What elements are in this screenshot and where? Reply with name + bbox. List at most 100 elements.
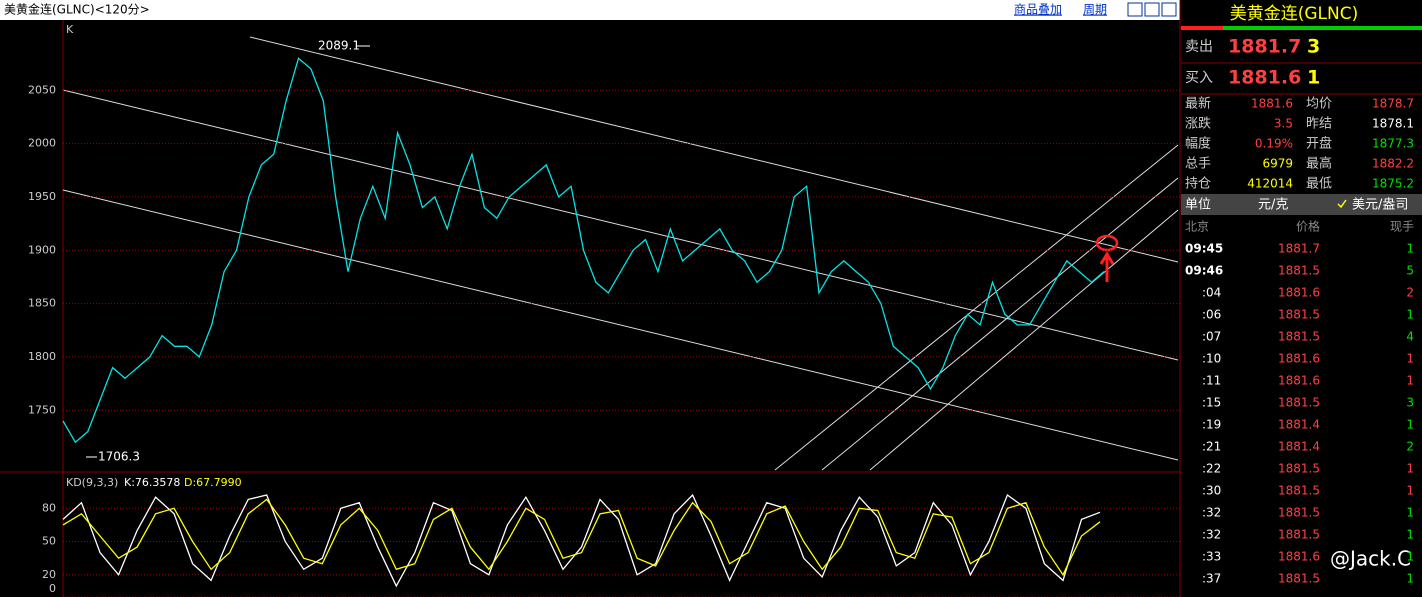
column-header: 北京	[1185, 220, 1209, 234]
y-tick-label: 1850	[28, 297, 56, 310]
tick-qty: 5	[1406, 264, 1414, 278]
alt-unit[interactable]: 美元/盎司	[1352, 198, 1408, 213]
stat-value: 6979	[1262, 157, 1293, 171]
tick-qty: 4	[1406, 330, 1414, 344]
tick-price: 1881.4	[1278, 418, 1320, 432]
stat-value: 1875.2	[1372, 177, 1414, 191]
stat-value: 412014	[1247, 177, 1293, 191]
tick-qty: 1	[1406, 528, 1414, 542]
tick-time: :10	[1202, 352, 1221, 366]
tick-time: :22	[1202, 462, 1221, 476]
max-label: 2089.1	[318, 39, 360, 53]
tick-price: 1881.5	[1278, 462, 1320, 476]
y-tick-label: 1800	[28, 350, 56, 363]
nav-button[interactable]	[1144, 2, 1160, 17]
stat-label: 昨结	[1306, 117, 1332, 132]
window-title: 美黄金连(GLNC)<120分>	[4, 2, 150, 17]
bar	[1223, 26, 1422, 30]
y-tick-label: 80	[42, 501, 56, 514]
stat-value: 3.5	[1274, 117, 1293, 131]
legend-entry: D:67.7990	[184, 476, 242, 489]
tick-qty: 1	[1406, 352, 1414, 366]
stat-label: 最高	[1306, 156, 1332, 172]
tick-price: 1881.5	[1278, 528, 1320, 542]
stat-label: 总手	[1185, 157, 1211, 172]
tick-time: :19	[1202, 418, 1221, 432]
stat-label: 最低	[1306, 177, 1332, 192]
tick-price: 1881.6	[1278, 374, 1320, 388]
legend-entry: K:76.3578	[124, 476, 180, 489]
tick-time: 09:45	[1185, 242, 1223, 256]
tick-price: 1881.5	[1278, 484, 1320, 498]
tick-price: 1881.5	[1278, 264, 1320, 278]
tick-price: 1881.5	[1278, 330, 1320, 344]
tick-qty: 1	[1406, 572, 1414, 586]
period-button[interactable]: 周期	[1083, 3, 1107, 17]
tick-price: 1881.6	[1278, 286, 1320, 300]
tick-time: :33	[1202, 550, 1221, 564]
tick-price: 1881.7	[1278, 242, 1320, 256]
tick-qty: 1	[1406, 308, 1414, 322]
unit-bar	[1181, 194, 1422, 215]
stat-label: 涨跌	[1185, 116, 1211, 132]
y-tick-label: 0	[49, 582, 56, 595]
column-header: 价格	[1296, 219, 1320, 234]
y-tick-label: 50	[42, 535, 56, 548]
watermark: @Jack.C	[1330, 547, 1411, 571]
tick-qty: 1	[1406, 374, 1414, 388]
stat-label: 持仓	[1185, 177, 1211, 192]
tick-time: :07	[1202, 330, 1221, 344]
tick-qty: 1	[1406, 506, 1414, 520]
trend-lines	[62, 36, 1179, 471]
tick-price: 1881.5	[1278, 396, 1320, 410]
tick-price: 1881.6	[1278, 352, 1320, 366]
quote-name: 美黄金连(GLNC)	[1230, 4, 1359, 24]
nav-button[interactable]	[1127, 2, 1143, 17]
sell-price: 1881.7	[1228, 36, 1301, 58]
stat-value: 1878.1	[1372, 117, 1414, 131]
tick-time: :04	[1202, 286, 1221, 300]
y-tick-label: 20	[42, 568, 56, 581]
quote-header	[1181, 0, 1422, 26]
y-tick-label: 2050	[28, 83, 56, 96]
tick-price: 1881.5	[1278, 506, 1320, 520]
series-line	[62, 57, 1105, 444]
y-tick-label: 2000	[28, 137, 56, 150]
tick-time: :11	[1202, 374, 1221, 388]
unit-label: 单位	[1185, 198, 1211, 213]
column-header: 现手	[1390, 220, 1414, 234]
y-tick-label: 1900	[28, 243, 56, 256]
sell-qty: 3	[1307, 36, 1320, 58]
tick-qty: 1	[1406, 484, 1414, 498]
stat-value: 1882.2	[1372, 157, 1414, 171]
tick-time: :30	[1202, 484, 1221, 498]
tick-qty: 1	[1406, 418, 1414, 432]
nav-button[interactable]	[1161, 2, 1177, 17]
tick-price: 1881.4	[1278, 440, 1320, 454]
tick-price: 1881.6	[1278, 550, 1320, 564]
unit: 元/克	[1258, 198, 1288, 213]
chart-title: KD(9,3,3)	[66, 476, 118, 489]
stat-value: 1881.6	[1251, 97, 1293, 111]
tick-time: :32	[1202, 528, 1221, 542]
tick-time: 09:46	[1185, 264, 1223, 278]
stat-value: 1878.7	[1372, 97, 1414, 111]
top-bar	[0, 0, 1180, 20]
min-label: 1706.3	[98, 450, 140, 464]
tick-qty: 2	[1406, 286, 1414, 300]
overlay-button[interactable]: 商品叠加	[1014, 2, 1062, 17]
stat-label: 最新	[1185, 96, 1211, 112]
tick-price: 1881.5	[1278, 308, 1320, 322]
tick-time: :15	[1202, 396, 1221, 410]
tick-time: :06	[1202, 308, 1221, 322]
sell-label: 卖出	[1185, 39, 1213, 55]
y-tick-label: 1950	[28, 190, 56, 203]
stat-label: 均价	[1306, 97, 1332, 112]
tick-time: :21	[1202, 440, 1221, 454]
tick-time: :32	[1202, 506, 1221, 520]
tick-price: 1881.5	[1278, 572, 1320, 586]
chart-title: K	[66, 23, 74, 36]
arrow	[1099, 251, 1115, 282]
check	[1337, 199, 1347, 209]
